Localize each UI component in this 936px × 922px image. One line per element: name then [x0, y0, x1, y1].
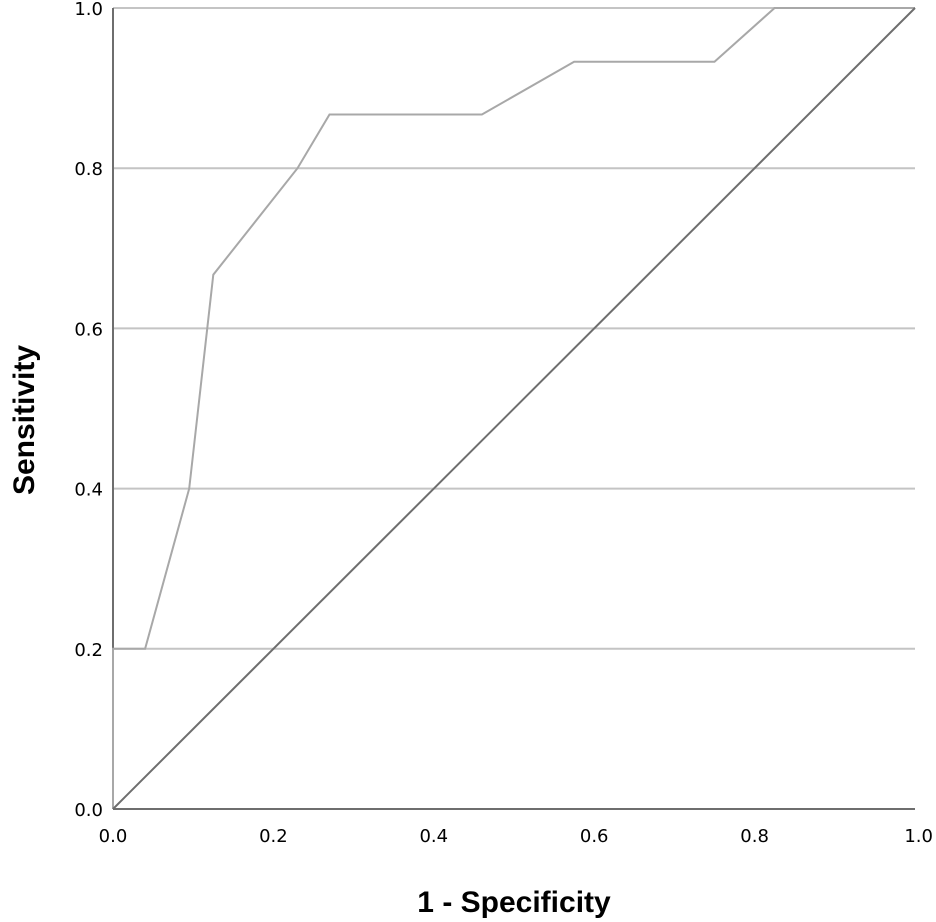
x-tick-label: 0.2 [259, 826, 288, 847]
series-line-0 [112, 7, 915, 809]
x-tick-label: 0.0 [99, 826, 128, 847]
y-tick-label: 0.6 [74, 319, 103, 340]
y-axis-title: Sensitivity [8, 345, 41, 495]
x-tick-labels: 0.0 0.2 0.4 0.6 0.8 1.0 [99, 826, 933, 847]
series-layer [112, 7, 916, 810]
y-tick-label: 0.2 [74, 640, 103, 661]
y-tick-label: 0.8 [74, 159, 103, 180]
x-axis-title: 1 - Specificity [417, 886, 611, 919]
x-tick-label: 0.8 [740, 826, 769, 847]
x-tick-label: 0.4 [419, 826, 448, 847]
y-tick-label: 1.0 [74, 0, 103, 20]
series-line-1 [112, 7, 916, 810]
y-tick-label: 0.4 [74, 480, 103, 501]
gridlines [113, 7, 915, 650]
x-tick-label: 0.6 [580, 826, 609, 847]
x-tick-label: 1.0 [904, 826, 933, 847]
y-tick-labels: 0.0 0.2 0.4 0.6 0.8 1.0 [74, 0, 103, 821]
y-tick-label: 0.0 [74, 800, 103, 821]
